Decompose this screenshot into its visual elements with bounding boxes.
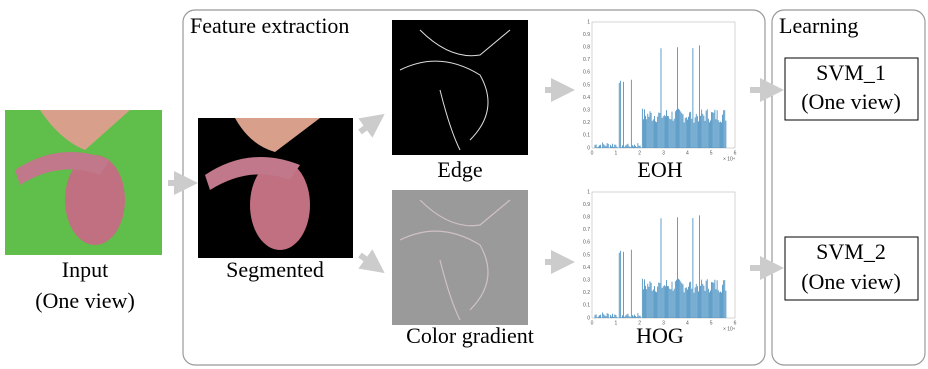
histogram-tick: 2 bbox=[638, 150, 641, 156]
histogram-tick: 0.5 bbox=[583, 252, 590, 258]
label: Segmented bbox=[226, 257, 324, 282]
label: Color gradient bbox=[406, 323, 534, 348]
histogram-tick: 1 bbox=[587, 189, 590, 195]
histogram-tick: 5 bbox=[710, 150, 713, 156]
histogram-tick: 0.2 bbox=[583, 120, 590, 126]
input-image bbox=[5, 110, 162, 255]
label: Input bbox=[62, 257, 108, 282]
histogram-tick: 0.9 bbox=[583, 202, 590, 208]
histogram-tick: 1 bbox=[587, 19, 590, 25]
histogram-tick: 0.4 bbox=[583, 95, 590, 101]
label: SVM_1 bbox=[816, 60, 886, 85]
gradient-image bbox=[392, 190, 528, 325]
histogram-tick: 0.8 bbox=[583, 45, 590, 51]
histogram-tick: 3 bbox=[662, 150, 665, 156]
histogram-tick: 0.6 bbox=[583, 70, 590, 76]
label: EOH bbox=[637, 157, 682, 182]
histogram-tick: 2 bbox=[638, 320, 641, 326]
histogram-tick: × 10⁴ bbox=[723, 326, 735, 332]
histogram-art bbox=[595, 215, 726, 318]
histogram-tick: 0.7 bbox=[583, 227, 590, 233]
label: (One view) bbox=[35, 288, 135, 313]
histogram-tick: 0.9 bbox=[583, 32, 590, 38]
label: (One view) bbox=[801, 89, 901, 114]
segmented-image bbox=[198, 118, 353, 258]
label: Edge bbox=[437, 157, 482, 182]
histogram-tick: × 10⁴ bbox=[723, 156, 735, 162]
diagram: Feature extraction Learning Input (One v… bbox=[0, 0, 928, 369]
histogram-tick: 0 bbox=[591, 150, 594, 156]
label: HOG bbox=[636, 323, 684, 348]
histogram-tick: 4 bbox=[686, 320, 689, 326]
histogram-tick: 0.8 bbox=[583, 215, 590, 221]
histogram-tick: 0.4 bbox=[583, 265, 590, 271]
panel-title: Learning bbox=[779, 13, 858, 38]
panel-title: Feature extraction bbox=[190, 13, 349, 38]
histogram-tick: 1 bbox=[614, 150, 617, 156]
histogram-art bbox=[595, 45, 726, 148]
histogram-tick: 0.2 bbox=[583, 290, 590, 296]
histogram-tick: 0.1 bbox=[583, 133, 590, 139]
histogram-tick: 0.3 bbox=[583, 108, 590, 114]
histogram-tick: 3 bbox=[662, 320, 665, 326]
histogram-tick: 0.5 bbox=[583, 82, 590, 88]
histogram-tick: 4 bbox=[686, 150, 689, 156]
edge-image bbox=[392, 20, 528, 155]
histogram-tick: 0.3 bbox=[583, 278, 590, 284]
histogram-tick: 0.1 bbox=[583, 303, 590, 309]
histogram-tick: 0 bbox=[591, 320, 594, 326]
histogram-tick: 1 bbox=[614, 320, 617, 326]
label: SVM_2 bbox=[816, 239, 886, 264]
histogram-tick: 0.6 bbox=[583, 240, 590, 246]
label: (One view) bbox=[801, 269, 901, 294]
histogram-tick: 0.7 bbox=[583, 57, 590, 63]
histogram-tick: 5 bbox=[710, 320, 713, 326]
